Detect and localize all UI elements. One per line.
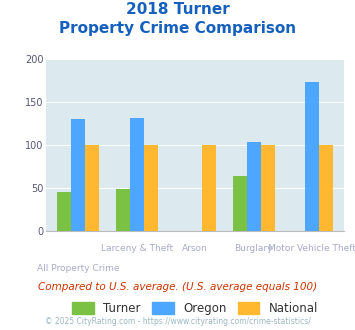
Bar xyxy=(233,176,247,231)
Bar xyxy=(71,119,85,231)
Bar xyxy=(144,145,158,231)
Legend: Turner, Oregon, National: Turner, Oregon, National xyxy=(72,302,318,315)
Text: Property Crime Comparison: Property Crime Comparison xyxy=(59,21,296,36)
Text: All Property Crime: All Property Crime xyxy=(37,264,120,273)
Text: © 2025 CityRating.com - https://www.cityrating.com/crime-statistics/: © 2025 CityRating.com - https://www.city… xyxy=(45,317,310,326)
Text: Larceny & Theft: Larceny & Theft xyxy=(101,244,173,253)
Text: Arson: Arson xyxy=(182,244,208,253)
Bar xyxy=(202,145,216,231)
Text: 2018 Turner: 2018 Turner xyxy=(126,2,229,16)
Text: Compared to U.S. average. (U.S. average equals 100): Compared to U.S. average. (U.S. average … xyxy=(38,282,317,292)
Bar xyxy=(85,145,99,231)
Bar xyxy=(261,145,275,231)
Bar xyxy=(130,118,144,231)
Bar xyxy=(116,189,130,231)
Bar xyxy=(57,191,71,231)
Bar xyxy=(247,142,261,231)
Bar xyxy=(319,145,333,231)
Bar xyxy=(305,82,319,231)
Text: Burglary: Burglary xyxy=(234,244,273,253)
Text: Motor Vehicle Theft: Motor Vehicle Theft xyxy=(268,244,355,253)
